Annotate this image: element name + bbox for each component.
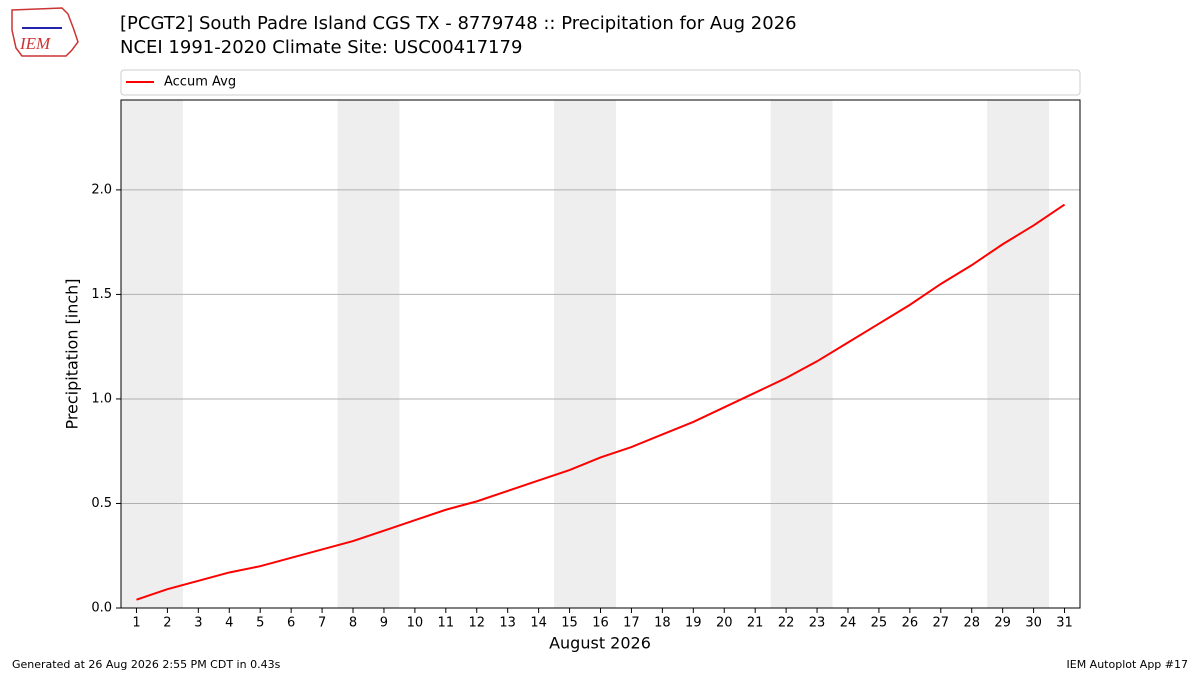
x-tick-label: 24 (840, 616, 857, 631)
y-tick-label: 0.0 (91, 601, 112, 616)
y-axis-label: Precipitation [inch] (63, 278, 82, 429)
x-tick-label: 20 (716, 616, 733, 631)
x-tick-label: 15 (561, 616, 578, 631)
plot-frame (120, 99, 1081, 609)
x-tick-label: 14 (530, 616, 547, 631)
x-tick-label: 25 (871, 616, 888, 631)
x-tick-label: 12 (468, 616, 485, 631)
x-tick-label: 11 (438, 616, 455, 631)
x-tick-label: 7 (318, 616, 326, 631)
x-tick-label: 1 (132, 616, 140, 631)
weekend-span (987, 100, 1050, 608)
logo-text: IEM (19, 34, 51, 53)
x-tick-label: 13 (499, 616, 516, 631)
x-tick-label: 29 (994, 616, 1011, 631)
chart-subtitle: NCEI 1991-2020 Climate Site: USC00417179 (120, 37, 522, 58)
x-tick-label: 17 (623, 616, 640, 631)
x-tick-label: 26 (902, 616, 919, 631)
weekend-span (554, 100, 616, 608)
weekend-span (337, 100, 400, 608)
y-tick-label: 2.0 (91, 182, 112, 197)
x-tick-label: 27 (933, 616, 950, 631)
logo: IEM (11, 7, 79, 57)
x-tick-label: 22 (778, 616, 795, 631)
series-line (136, 203, 1066, 601)
x-tick-label: 10 (407, 616, 424, 631)
x-axis-label: August 2026 (549, 634, 651, 653)
x-tick-label: 5 (256, 616, 264, 631)
x-tick-label: 31 (1056, 616, 1073, 631)
legend-box (120, 69, 1081, 96)
x-tick-label: 6 (287, 616, 295, 631)
y-tick-label: 1.5 (91, 287, 112, 302)
x-tick-label: 16 (592, 616, 609, 631)
x-tick-label: 30 (1025, 616, 1042, 631)
weekend-span (121, 100, 183, 608)
x-tick-label: 9 (380, 616, 388, 631)
footer-left: Generated at 26 Aug 2026 2:55 PM CDT in … (12, 658, 281, 671)
x-tick-label: 23 (809, 616, 826, 631)
footer-right: IEM Autoplot App #17 (1067, 658, 1189, 671)
x-tick-label: 19 (685, 616, 702, 631)
y-tick-label: 1.0 (91, 391, 112, 406)
x-tick-label: 18 (654, 616, 671, 631)
y-tick-label: 0.5 (91, 496, 112, 511)
logo-outline (11, 7, 79, 57)
x-tick-label: 2 (163, 616, 171, 631)
x-tick-label: 8 (349, 616, 357, 631)
x-tick-label: 3 (194, 616, 202, 631)
x-tick-label: 21 (747, 616, 764, 631)
x-tick-label: 28 (963, 616, 980, 631)
x-tick-label: 4 (225, 616, 233, 631)
chart-title: [PCGT2] South Padre Island CGS TX - 8779… (120, 13, 797, 34)
weekend-span (770, 100, 833, 608)
legend-label: Accum Avg (164, 75, 236, 90)
